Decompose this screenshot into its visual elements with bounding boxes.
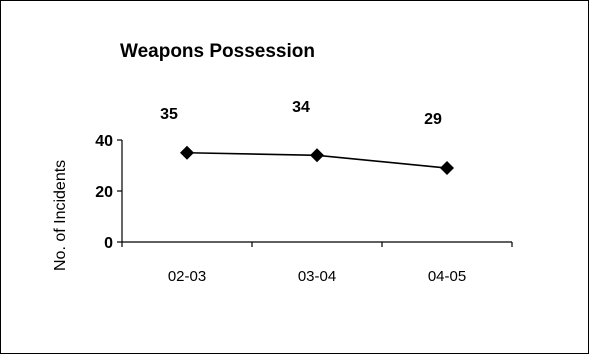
y-tick-label: 20 [95, 184, 113, 201]
x-ticks: 02-03 03-04 04-05 [121, 242, 513, 285]
chart-title: Weapons Possession [120, 41, 315, 62]
x-tick-label: 02-03 [168, 268, 206, 285]
series-markers [180, 145, 454, 176]
data-point-marker [310, 148, 324, 163]
y-axis-label: No. of Incidents [52, 160, 69, 271]
data-label: 29 [424, 111, 442, 128]
data-label: 34 [292, 99, 310, 116]
data-point-marker [440, 161, 454, 176]
data-point-marker [180, 145, 194, 160]
x-tick-label: 03-04 [298, 268, 336, 285]
y-ticks: 0 20 40 [95, 133, 122, 252]
data-labels: 35 34 29 [160, 99, 442, 128]
y-tick-label: 40 [95, 133, 113, 150]
x-tick-label: 04-05 [428, 268, 466, 285]
y-tick-label: 0 [104, 235, 113, 252]
data-label: 35 [160, 106, 178, 123]
